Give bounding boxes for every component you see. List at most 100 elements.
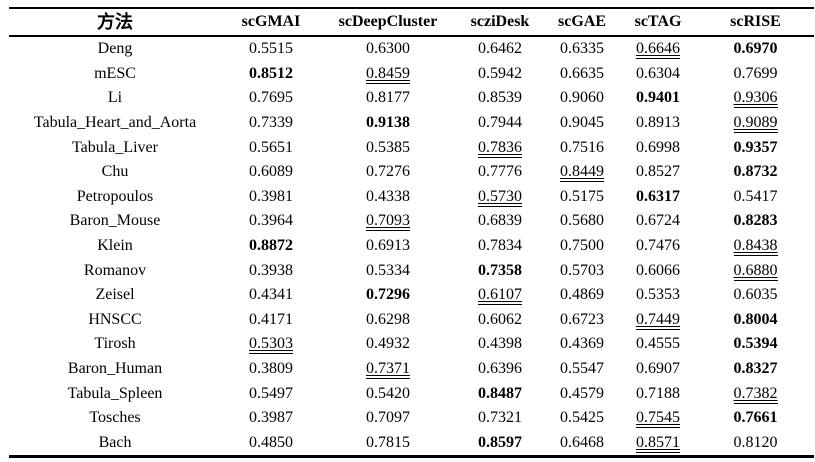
- value-cell: 0.5385: [321, 135, 455, 160]
- value-text: 0.7276: [366, 163, 410, 181]
- table-row: Tabula_Spleen 0.5497 0.5420 0.8487 0.4579 0.7…: [9, 381, 814, 406]
- value-cell: 0.7358: [455, 258, 545, 283]
- value-cell: 0.6317: [619, 185, 697, 210]
- value-text: 0.7476: [636, 237, 680, 255]
- value-cell: 0.7339: [221, 111, 321, 136]
- value-text: 0.5547: [560, 360, 604, 378]
- value-text: 0.6998: [636, 138, 680, 156]
- value-text: 0.7545: [636, 409, 680, 429]
- value-text: 0.5515: [249, 40, 293, 58]
- value-cell: 0.7516: [545, 135, 619, 160]
- table-row: Zeisel 0.4341 0.7296 0.6107 0.4869 0.5353 0.60…: [9, 283, 814, 308]
- table-row: HNSCC 0.4171 0.6298 0.6062 0.6723 0.7449 0.800…: [9, 308, 814, 333]
- value-text: 0.7339: [249, 114, 293, 132]
- value-cell: 0.6462: [455, 36, 545, 62]
- value-text: 0.7944: [478, 114, 522, 132]
- value-cell: 0.6998: [619, 135, 697, 160]
- value-text: 0.7358: [478, 261, 522, 279]
- value-cell: 0.6396: [455, 357, 545, 382]
- value-text: 0.3809: [249, 360, 293, 378]
- value-text: 0.5680: [560, 212, 604, 230]
- value-cell: 0.3809: [221, 357, 321, 382]
- value-cell: 0.5547: [545, 357, 619, 382]
- value-cell: 0.4398: [455, 332, 545, 357]
- value-text: 0.7661: [733, 409, 778, 427]
- value-cell: 0.7382: [697, 381, 814, 406]
- table-row: Bach 0.4850 0.7815 0.8597 0.6468 0.8571 0.8120: [9, 431, 814, 457]
- value-cell: 0.5420: [321, 381, 455, 406]
- value-text: 0.7371: [366, 360, 410, 380]
- value-text: 0.9060: [560, 89, 604, 107]
- dataset-label: HNSCC: [88, 310, 142, 328]
- value-cell: 0.9306: [697, 86, 814, 111]
- value-cell: 0.5651: [221, 135, 321, 160]
- value-text: 0.6396: [478, 360, 522, 378]
- value-text: 0.5385: [366, 138, 410, 156]
- value-cell: 0.9401: [619, 86, 697, 111]
- value-cell: 0.7661: [697, 406, 814, 431]
- value-cell: 0.7276: [321, 160, 455, 185]
- value-cell: 0.8571: [619, 431, 697, 457]
- value-text: 0.7382: [733, 384, 778, 404]
- value-cell: 0.8487: [455, 381, 545, 406]
- table-row: Li 0.7695 0.8177 0.8539 0.9060 0.9401 0.9306: [9, 86, 814, 111]
- value-cell: 0.8539: [455, 86, 545, 111]
- dataset-label: Tabula_Liver: [72, 138, 158, 156]
- value-text: 0.5417: [733, 187, 778, 205]
- value-cell: 0.7449: [619, 308, 697, 333]
- value-cell: 0.7500: [545, 234, 619, 259]
- value-cell: 0.8913: [619, 111, 697, 136]
- value-text: 0.5703: [560, 261, 604, 279]
- dataset-label: Li: [107, 89, 123, 107]
- value-cell: 0.8512: [221, 62, 321, 87]
- value-cell: 0.5497: [221, 381, 321, 406]
- value-text: 0.4171: [249, 310, 293, 328]
- value-text: 0.9401: [636, 89, 680, 107]
- dataset-label: Deng: [97, 40, 133, 58]
- value-text: 0.7516: [560, 138, 604, 156]
- value-cell: 0.6300: [321, 36, 455, 62]
- value-cell: 0.4171: [221, 308, 321, 333]
- value-text: 0.7093: [366, 212, 410, 232]
- value-cell: 0.6062: [455, 308, 545, 333]
- dataset-label: Zeisel: [95, 286, 135, 304]
- value-text: 0.8327: [733, 360, 778, 378]
- value-text: 0.8459: [366, 64, 410, 84]
- value-cell: 0.5334: [321, 258, 455, 283]
- value-text: 0.6335: [560, 40, 604, 58]
- table-row: Chu 0.6089 0.7276 0.7776 0.8449 0.8527 0.8732: [9, 160, 814, 185]
- value-text: 0.8512: [249, 64, 293, 82]
- value-text: 0.8449: [560, 163, 604, 183]
- method-column-header: 方法: [97, 12, 133, 32]
- value-cell: 0.9060: [545, 86, 619, 111]
- value-text: 0.6317: [636, 187, 680, 205]
- header-row: 方法 scGMAI scDeepCluster scziDesk scGAE scTAG…: [9, 8, 814, 36]
- table-row: mESC 0.8512 0.8459 0.5942 0.6635 0.6304 0.7699: [9, 62, 814, 87]
- value-cell: 0.5942: [455, 62, 545, 87]
- value-text: 0.6300: [366, 40, 410, 58]
- value-cell: 0.7097: [321, 406, 455, 431]
- value-cell: 0.8449: [545, 160, 619, 185]
- value-cell: 0.5303: [221, 332, 321, 357]
- value-cell: 0.9357: [697, 135, 814, 160]
- value-cell: 0.6907: [619, 357, 697, 382]
- value-text: 0.5175: [560, 187, 604, 205]
- value-cell: 0.5353: [619, 283, 697, 308]
- value-cell: 0.6066: [619, 258, 697, 283]
- value-text: 0.7695: [249, 89, 293, 107]
- value-text: 0.6839: [478, 212, 522, 230]
- value-cell: 0.3964: [221, 209, 321, 234]
- value-cell: 0.4338: [321, 185, 455, 210]
- value-text: 0.4850: [249, 433, 293, 451]
- value-cell: 0.6723: [545, 308, 619, 333]
- value-text: 0.4338: [366, 187, 410, 205]
- value-text: 0.8872: [249, 237, 293, 255]
- value-text: 0.5730: [478, 187, 522, 207]
- value-text: 0.6970: [733, 40, 778, 58]
- value-cell: 0.4869: [545, 283, 619, 308]
- value-text: 0.6035: [733, 286, 778, 304]
- column-header-sczidesk: scziDesk: [470, 13, 530, 30]
- value-cell: 0.7188: [619, 381, 697, 406]
- value-text: 0.6880: [733, 261, 778, 281]
- value-cell: 0.9089: [697, 111, 814, 136]
